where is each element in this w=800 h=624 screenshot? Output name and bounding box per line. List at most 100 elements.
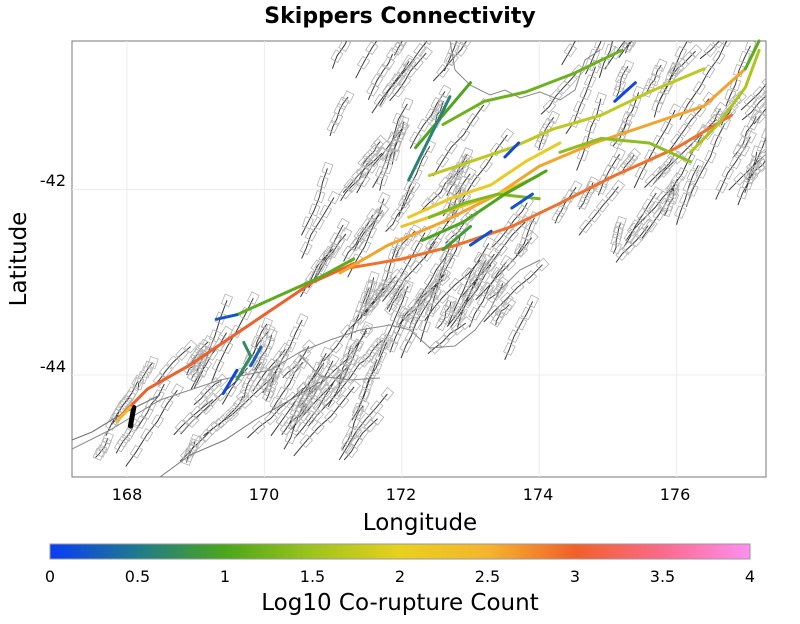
rupture-patch <box>743 166 756 181</box>
fault-trace <box>203 377 272 437</box>
rupture-patch <box>365 279 378 293</box>
rupture-patch <box>514 316 528 331</box>
rupture-patch <box>670 172 685 187</box>
x-tick-label: 174 <box>523 485 554 504</box>
rupture-patch <box>413 43 427 57</box>
rupture-patch <box>452 41 465 45</box>
rupture-patch <box>629 28 641 41</box>
rupture-patch <box>461 147 474 161</box>
rupture-patch <box>395 267 409 282</box>
rupture-patch <box>620 41 634 46</box>
rupture-patch <box>435 153 450 168</box>
rupture-patch <box>321 395 336 410</box>
fault-trace <box>540 70 579 115</box>
rupture-patch <box>246 291 260 306</box>
rupture-patch <box>392 322 406 337</box>
rupture-patch <box>269 365 282 380</box>
rupture-patch <box>640 8 652 21</box>
rupture-patch <box>289 326 302 340</box>
rupture-patch <box>365 41 379 56</box>
rupture-patch <box>386 281 400 296</box>
fault-alpine-north-green <box>235 257 356 317</box>
rupture-patch <box>689 16 701 29</box>
rupture-patch <box>461 290 475 305</box>
rupture-patch <box>555 203 568 218</box>
fault-trace <box>625 187 673 242</box>
colorbar-tick-label: 4 <box>745 567 755 586</box>
rupture-patch <box>744 105 759 120</box>
rupture-patch <box>438 311 452 325</box>
rupture-patch <box>670 61 685 76</box>
rupture-patch <box>744 41 757 53</box>
rupture-patch <box>183 339 198 354</box>
rupture-patch <box>220 340 234 355</box>
rupture-patch <box>92 447 105 461</box>
rupture-patch <box>416 304 430 318</box>
fault-trace <box>597 153 621 196</box>
rupture-patch <box>358 412 373 427</box>
rupture-patch <box>129 444 143 459</box>
fault-trace <box>685 123 726 207</box>
fault-trace <box>190 355 204 381</box>
rupture-patch <box>460 41 474 48</box>
rupture-patch <box>436 272 451 287</box>
rupture-patch <box>377 191 391 206</box>
rupture-patch <box>397 194 411 209</box>
rupture-patch <box>336 217 350 232</box>
rupture-patch <box>251 420 266 435</box>
rupture-patch <box>349 338 364 353</box>
rupture-patch <box>99 437 112 451</box>
fault-waimea-fault <box>427 192 541 219</box>
rupture-patch <box>114 399 129 414</box>
rupture-patch <box>352 402 365 416</box>
rupture-patch <box>339 227 353 241</box>
rupture-patch <box>534 136 547 151</box>
west-coast-south <box>72 394 161 441</box>
fault-skippers-source-fault <box>127 404 137 429</box>
rupture-patch <box>359 324 374 339</box>
rupture-patch <box>272 401 287 415</box>
rupture-patch <box>761 97 766 112</box>
rupture-patch <box>452 308 466 323</box>
rupture-patch <box>436 290 450 304</box>
rupture-patch <box>547 110 561 125</box>
rupture-patch <box>621 111 634 125</box>
rupture-patch <box>363 281 376 295</box>
rupture-patch <box>457 283 470 298</box>
rupture-patch <box>675 167 689 181</box>
rupture-patch <box>631 24 643 37</box>
rupture-patch <box>640 3 652 16</box>
fault-trace <box>624 41 633 54</box>
rupture-patch <box>254 355 268 370</box>
rupture-patch <box>263 384 277 399</box>
rupture-patch <box>389 268 404 283</box>
fault-east-coast-fault <box>688 48 761 154</box>
rupture-patch <box>444 295 458 309</box>
rupture-patch <box>625 41 639 48</box>
rupture-patch <box>443 326 458 341</box>
rupture-patch <box>401 97 414 111</box>
rupture-patch <box>336 96 350 111</box>
fault-clarence-fault <box>407 141 562 219</box>
rupture-patch <box>316 175 329 189</box>
fault-trace <box>427 322 467 354</box>
rupture-patch <box>571 41 585 43</box>
rupture-patch <box>367 270 380 285</box>
fault-trace <box>356 127 404 194</box>
rupture-patch <box>644 218 658 233</box>
rupture-patch <box>456 127 471 142</box>
plot-background <box>71 40 767 478</box>
rupture-patch <box>349 237 363 252</box>
rupture-patch <box>750 145 763 159</box>
rupture-patch <box>139 365 152 379</box>
rupture-patch <box>311 361 325 375</box>
fault-trace <box>424 259 481 322</box>
rupture-patch <box>296 407 311 422</box>
fault-buller-fault <box>414 81 472 150</box>
rupture-patch <box>610 241 622 255</box>
rupture-patch <box>501 220 516 235</box>
fault-trace <box>152 346 192 388</box>
rupture-patch <box>720 41 734 48</box>
fault-trace <box>740 83 766 111</box>
y-tick-label: -44 <box>40 357 66 376</box>
